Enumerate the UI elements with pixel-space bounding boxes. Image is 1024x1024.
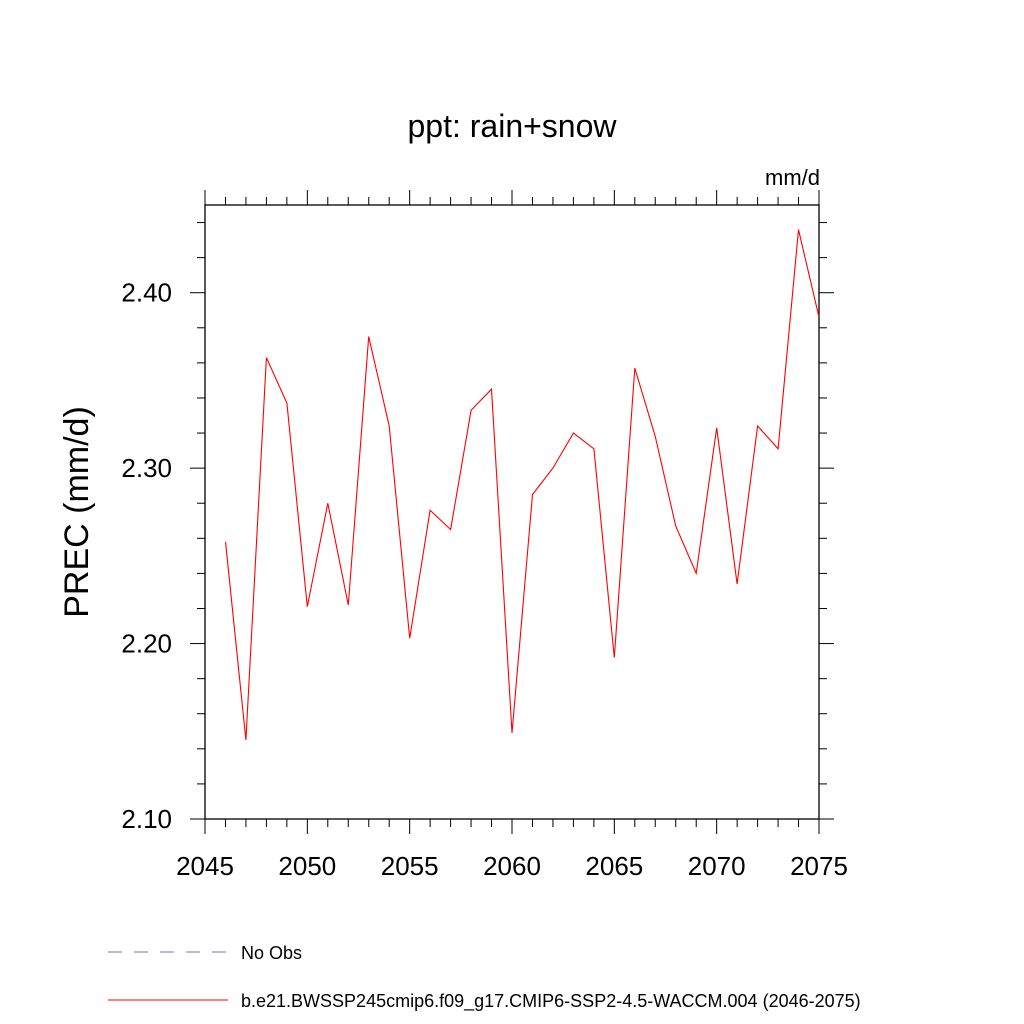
data-point [243, 738, 248, 743]
data-point [755, 424, 760, 429]
data-point [653, 434, 658, 439]
data-point [817, 315, 822, 320]
data-point [325, 501, 330, 506]
legend-label: b.e21.BWSSP245cmip6.f09_g17.CMIP6-SSP2-4… [241, 991, 861, 1012]
x-tick-label: 2045 [176, 851, 234, 881]
plot-axes: 2045 2050 2055 2060 2065 2070 2075 2.10 2.20 2.30… [121, 190, 848, 881]
legend-label: No Obs [241, 943, 302, 963]
data-point [530, 492, 535, 497]
y-tick-label: 2.40 [121, 278, 172, 308]
data-point [714, 425, 719, 430]
data-point [469, 408, 474, 413]
chart-title: ppt: rain+snow [407, 108, 617, 144]
data-point [428, 508, 433, 513]
y-axis-label: PREC (mm/d) [58, 406, 96, 618]
x-tick-label: 2050 [278, 851, 336, 881]
data-point [550, 466, 555, 471]
data-point [387, 424, 392, 429]
data-point [510, 731, 515, 736]
data-point [632, 366, 637, 371]
x-tick-label: 2070 [688, 851, 746, 881]
data-point [776, 446, 781, 451]
x-tick-label: 2075 [790, 851, 848, 881]
x-tick-label: 2065 [585, 851, 643, 881]
y-tick-label: 2.10 [121, 804, 172, 834]
data-point [407, 636, 412, 641]
data-point [223, 539, 228, 544]
data-point [591, 446, 596, 451]
data-point [735, 581, 740, 586]
data-point [448, 527, 453, 532]
units-label: mm/d [765, 165, 820, 190]
data-point [264, 355, 269, 360]
x-tick-label: 2060 [483, 851, 541, 881]
series-group [223, 227, 822, 743]
data-point [346, 602, 351, 607]
data-point [612, 655, 617, 660]
data-point [571, 431, 576, 436]
series-line [224, 229, 820, 741]
data-point [694, 571, 699, 576]
y-tick-label: 2.30 [121, 453, 172, 483]
data-point [796, 227, 801, 232]
data-point [284, 401, 289, 406]
y-tick-label: 2.20 [121, 629, 172, 659]
data-point [673, 524, 678, 529]
x-tick-label: 2055 [381, 851, 439, 881]
legend: No Obs b.e21.BWSSP245cmip6.f09_g17.CMIP6-… [108, 943, 861, 1012]
data-point [366, 334, 371, 339]
data-point [305, 604, 310, 609]
data-point [489, 387, 494, 392]
